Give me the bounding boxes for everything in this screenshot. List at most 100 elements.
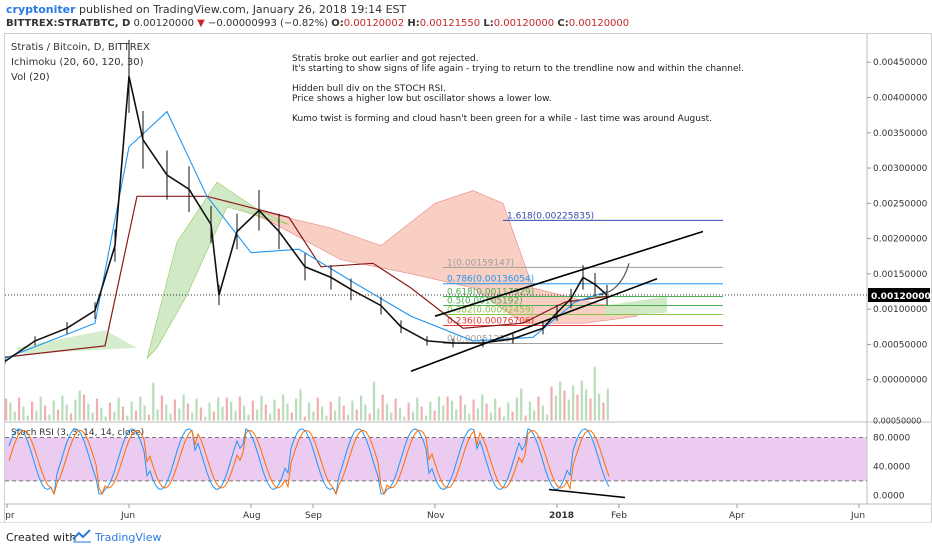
volume-bar	[191, 412, 194, 421]
fib-level-label: 1(0.00159147)	[447, 258, 514, 268]
lower-trendline	[410, 278, 658, 372]
author-link[interactable]: cryptoniter	[6, 3, 76, 16]
kijun-line	[5, 195, 608, 358]
volume-bar	[273, 399, 276, 421]
volume-bar	[429, 401, 432, 421]
volume-bar	[95, 398, 99, 421]
volume-bar	[572, 385, 575, 421]
volume-bar	[251, 400, 254, 421]
volume-bar	[126, 415, 129, 421]
chart-area[interactable]: 1.618(0.00225835) 1(0.00159147) 0.786(0.00…	[4, 33, 932, 523]
chart-svg[interactable]: 1.618(0.00225835) 1(0.00159147) 0.786(0.00…	[5, 34, 931, 522]
volume-bar	[160, 395, 164, 421]
time-tick-label: 2018	[549, 511, 574, 521]
volume-bar	[489, 412, 492, 421]
volume-bar	[580, 380, 583, 421]
volume-bar	[346, 414, 350, 421]
fib-level-label: 0.236(0.00076706)	[447, 317, 534, 327]
volume-bar	[498, 407, 501, 421]
volume-bar	[130, 401, 133, 421]
volume-bar	[91, 412, 94, 421]
volume-bar	[74, 399, 77, 421]
volume-bar	[528, 401, 531, 421]
time-tick-label: Sep	[305, 511, 322, 521]
volume-bar	[468, 413, 471, 421]
last-price: 0.00120000	[133, 18, 194, 29]
high-value: 0.00121550	[419, 18, 481, 29]
volume-bar	[338, 396, 341, 421]
fib-level-label: 0.618(0.00117929)	[447, 287, 534, 297]
chart-legend: Stratis / Bitcoin, D, BITTREX Ichimoku (…	[11, 40, 150, 85]
open-value: 0.00120002	[343, 18, 405, 29]
volume-bar	[303, 416, 306, 421]
volume-bar	[234, 410, 237, 421]
time-tick-label: Aug	[243, 511, 261, 521]
down-arrow-icon: ▼	[197, 18, 205, 29]
volume-bar	[593, 366, 596, 421]
volume-bar	[450, 400, 454, 421]
open-label: O:	[331, 18, 344, 29]
price-tick-label: 0.00400000	[873, 93, 928, 103]
volume-bar	[230, 401, 233, 421]
volume-bar	[286, 403, 289, 421]
volume-bar	[407, 402, 410, 421]
volume-bar	[511, 411, 514, 421]
volume-bar	[56, 409, 60, 421]
fib-level-label: 1.618(0.00225835)	[507, 211, 594, 221]
tradingview-logo-icon	[72, 529, 91, 543]
volume-bar	[459, 395, 462, 421]
volume-bar	[260, 395, 263, 421]
volume-bar	[221, 406, 224, 421]
volume-bar	[295, 398, 298, 421]
low-value: 0.00120000	[493, 18, 555, 29]
stoch-tick-label: 80.0000	[873, 433, 910, 443]
stoch-divergence-line	[548, 488, 626, 499]
volume-bar	[269, 413, 272, 421]
price-tick-label: 0.00200000	[873, 235, 928, 245]
volume-bar	[312, 411, 315, 421]
time-tick-label: Feb	[611, 511, 627, 521]
volume-bar	[472, 399, 475, 421]
volume-bar	[156, 409, 159, 421]
volume-bar	[537, 396, 540, 421]
volume-bar	[199, 407, 202, 421]
analysis-note: Stratis broke out earlier and got reject…	[292, 54, 744, 124]
volume-bar	[212, 411, 215, 421]
volume-bar	[342, 405, 345, 421]
volume-bar	[559, 381, 562, 421]
volume-bar	[507, 402, 510, 421]
fib-level-label: 0(0.00051225)	[447, 335, 514, 345]
tenkan-line	[5, 110, 608, 360]
volume-bar	[299, 389, 302, 421]
price-tick-label: 0.00300000	[873, 164, 928, 174]
volume-bar	[48, 414, 51, 421]
volume-bar	[355, 409, 358, 421]
time-tick-label: Apr	[5, 511, 15, 521]
volume-bar	[398, 407, 402, 421]
volume-bar	[52, 400, 55, 421]
upper-trendline	[434, 230, 704, 317]
tradingview-brand-link[interactable]: TradingView	[95, 531, 162, 544]
volume-bar	[377, 408, 380, 421]
volume-bar	[26, 415, 29, 421]
volume-bar	[78, 390, 81, 421]
volume-bar	[43, 405, 47, 421]
kumo-twist-green	[605, 296, 667, 317]
volume-bar	[494, 398, 497, 421]
price-tick-label: 0.00250000	[873, 199, 928, 209]
volume-bar	[520, 388, 523, 421]
volume-bar	[368, 413, 371, 421]
volume-bar	[567, 399, 570, 421]
volume-bar	[69, 413, 73, 421]
volume-bar	[152, 382, 155, 421]
volume-bar	[308, 402, 311, 421]
volume-bar	[563, 390, 566, 421]
price-tick-label: 0.00100000	[873, 305, 928, 315]
legend-ichimoku: Ichimoku (20, 60, 120, 30)	[11, 57, 144, 68]
price-tick-label: 0.00450000	[873, 58, 928, 68]
volume-bar	[359, 395, 363, 421]
close-value: 0.00120000	[568, 18, 630, 29]
volume-bar	[485, 403, 488, 421]
volume-bar	[35, 410, 38, 421]
volume-bar	[515, 397, 518, 421]
